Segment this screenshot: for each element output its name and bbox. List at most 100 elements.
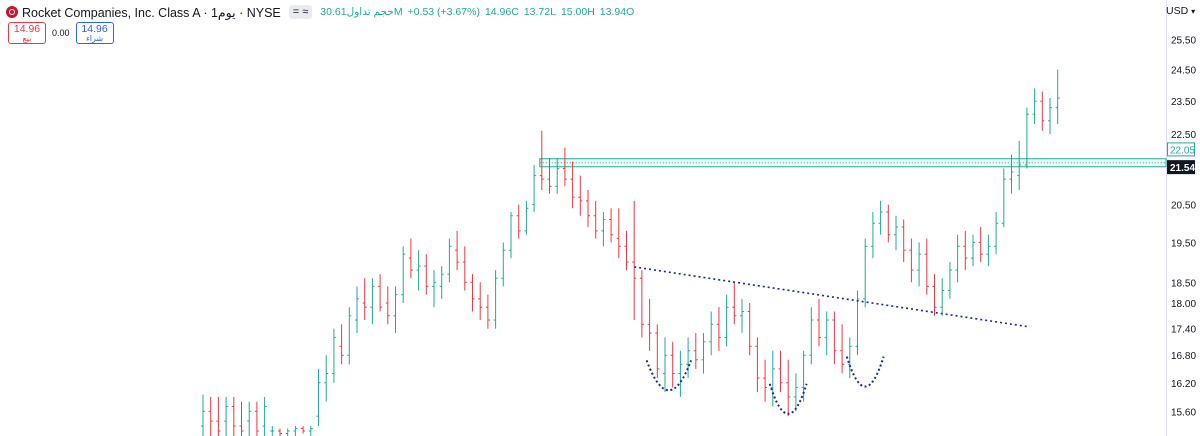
ohlc-bar [724, 294, 729, 347]
volume-readout: حجم تداول30.61M [320, 6, 403, 18]
ohlc-bar [247, 401, 252, 436]
symbol-title[interactable]: Rocket Companies, Inc. Class A · 1يوم · … [22, 5, 281, 20]
ohlc-bar [578, 175, 583, 216]
price-tick-label: 17.40 [1171, 325, 1196, 336]
ohlc-bar [278, 428, 282, 436]
ohlc-bar [547, 158, 552, 194]
price-tick-label: 24.50 [1171, 66, 1196, 77]
ohlc-bar [539, 130, 544, 190]
price-tick-label: 22.50 [1171, 130, 1196, 141]
price-tick-label: 23.50 [1171, 97, 1196, 108]
ohlc-bar [994, 212, 999, 255]
ohlc-bar [347, 307, 352, 365]
ohlc-bar [1009, 154, 1014, 194]
price-badge-bg [1167, 160, 1195, 175]
ohlc-bar [786, 359, 791, 417]
ohlc-bar [740, 298, 744, 334]
neckline-trendline [634, 266, 1028, 328]
price-badge-bg [1167, 142, 1195, 157]
price-tick-label: 18.00 [1171, 299, 1196, 310]
price-tick-label: 16.20 [1171, 379, 1196, 390]
ohlc-bar [701, 333, 706, 374]
ohlc-bar [809, 307, 814, 365]
ohlc-bar [470, 274, 475, 312]
price-tick-label: 16.80 [1171, 351, 1196, 362]
ohlc-bar [262, 396, 267, 436]
ohlc-bar [532, 165, 537, 213]
ohlc-bar [878, 200, 883, 235]
ohlc-bar [524, 200, 529, 235]
ohlc-bar [663, 337, 667, 393]
ohlc-bar [593, 200, 598, 239]
ohlc-bar [847, 337, 852, 379]
ohlc-bar [378, 274, 383, 312]
ohlc-bar [863, 238, 868, 308]
spread-value: 0.00 [52, 28, 70, 38]
ohlc-bar [408, 238, 413, 279]
ohlc-bar [370, 278, 375, 325]
ohlc-bar [894, 215, 898, 251]
ohlc-bar [447, 238, 452, 283]
price-tick-label: 19.50 [1171, 238, 1196, 249]
ohlc-bar [231, 396, 236, 436]
ohlc-bar [224, 396, 229, 436]
ohlc-bar [1024, 107, 1029, 169]
ohlc-bar [485, 294, 490, 329]
ohlc-bar [1017, 140, 1022, 190]
ohlc-bar [909, 238, 914, 283]
ohlc-bar [1055, 69, 1060, 125]
ohlc-bar [416, 250, 421, 291]
cup-arc [768, 383, 808, 415]
ohlc-bar [793, 373, 798, 412]
buy-price: 14.96 [81, 23, 108, 35]
ohlc-bar [940, 278, 945, 316]
ohlc-bar [963, 230, 968, 271]
ohlc-bar [693, 333, 698, 369]
ohlc-bar [817, 298, 821, 347]
price-badge-text: 21.54 [1170, 163, 1195, 174]
sell-button[interactable]: 14.96 بيع [8, 22, 46, 44]
ohlc-bar [778, 350, 783, 393]
ohlc-bar [293, 426, 298, 436]
price-badge: 22.05 [1167, 142, 1195, 157]
compare-button[interactable]: = ≈ [288, 5, 313, 19]
ohlc-bar [509, 212, 513, 259]
open-readout: 13.94O [599, 6, 635, 18]
ohlc-bar [1032, 88, 1037, 125]
ohlc-bar [570, 161, 575, 209]
cup-arc [845, 356, 885, 388]
ohlc-bar [1001, 168, 1006, 228]
ohlc-bar [216, 396, 221, 436]
ohlc-bar [670, 341, 675, 388]
ohlc-bar [355, 286, 359, 334]
ohlc-bar [686, 337, 691, 379]
price-tick-label: 20.50 [1171, 201, 1196, 212]
ohlc-bar [316, 368, 321, 427]
ohlc-bar [955, 234, 960, 283]
ohlc-bar [432, 270, 436, 308]
currency-label: USD [1166, 5, 1189, 17]
ohlc-bar [971, 234, 975, 267]
ohlc-bar [254, 401, 259, 436]
ohlc-bar [455, 230, 460, 271]
ohlc-bar [501, 242, 506, 287]
price-tick-label: 15.60 [1171, 407, 1196, 418]
symbol-legend: Rocket Companies, Inc. Class A · 1يوم · … [6, 4, 634, 20]
ohlc-bar [770, 350, 775, 407]
bid-ask-panel: 14.96 بيع 0.00 14.96 شراء [8, 22, 114, 44]
currency-selector[interactable]: USD ▾ [1166, 5, 1195, 17]
ohlc-bar [832, 311, 837, 365]
sell-label: بيع [22, 34, 32, 43]
ohlc-bar [385, 286, 390, 325]
buy-button[interactable]: 14.96 شراء [75, 22, 114, 44]
ohlc-bar [632, 200, 637, 321]
ohlc-bar [586, 189, 590, 228]
ohlc-bar [439, 266, 444, 299]
ohlc-bar [362, 278, 367, 321]
ohlc-bar [924, 238, 929, 295]
ohlc-bar [208, 396, 213, 436]
ohlc-bar [285, 428, 290, 436]
low-readout: 13.72L [523, 6, 556, 18]
ohlc-bar [655, 324, 660, 379]
